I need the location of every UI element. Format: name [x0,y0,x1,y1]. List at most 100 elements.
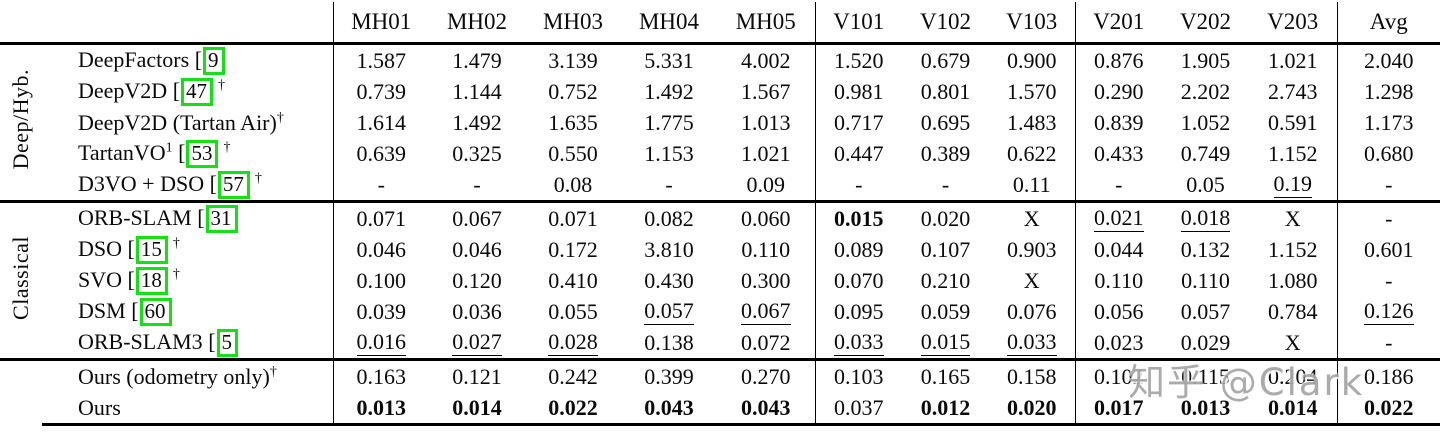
col-header-mh05: MH05 [717,2,815,45]
cell-v201: 0.056 [1074,296,1162,327]
citation-link[interactable]: 18 [135,266,168,295]
cell-mh04: 0.430 [621,265,717,296]
method-name: ORB-SLAM [78,204,192,230]
cell-v203: 0.014 [1249,392,1337,426]
method-label: DeepFactors [9 [42,44,333,77]
cell-value: 0.015 [834,205,884,231]
cell-value: 1.635 [548,109,598,135]
cell-v202: 0.013 [1162,392,1249,426]
cell-v102: 0.695 [902,107,989,138]
cell-value: 0.022 [1364,394,1414,420]
citation-link[interactable]: 60 [139,297,172,326]
cell-v202: 0.132 [1162,234,1249,265]
cell-v101: 0.015 [814,200,902,234]
cell-mh04: 0.043 [621,392,717,426]
cell-value: - [1115,171,1123,197]
cell-value: 0.158 [1007,363,1057,389]
cell-avg: - [1336,169,1440,202]
citation-link[interactable]: 15 [135,235,168,264]
cell-mh01: 0.071 [332,200,429,234]
method-name: SVO [78,266,123,292]
citation-link[interactable]: 5 [216,328,239,357]
cell-value: 1.587 [356,47,407,73]
cell-v203: 0.19 [1249,169,1337,202]
cell-value: 0.120 [452,267,502,293]
cell-value: 0.046 [452,236,502,262]
method-name: D3VO + DSO [78,170,205,196]
cell-value: 0.013 [356,394,407,420]
cell-value: 0.121 [452,363,502,389]
cell-value: 0.027 [452,330,502,357]
cell-v102: 0.012 [902,392,989,426]
citation-link[interactable]: 53 [186,139,219,168]
cell-mh05: 0.072 [717,327,815,360]
cell-v101: 0.717 [814,107,902,138]
cell-avg: 0.022 [1336,392,1440,426]
cell-v102: 0.801 [902,76,989,107]
cell-value: 0.389 [920,140,971,166]
cell-value: 0.110 [741,236,791,262]
cell-mh03: 0.410 [525,265,621,296]
cell-value: X [1023,267,1040,293]
cell-v103: X [989,200,1075,234]
cell-value: 0.095 [834,298,884,324]
cell-mh05: 0.270 [717,358,815,392]
table-row: SVO [18 † 0.100 0.120 0.410 0.430 0.300 0.070 0.… [0,265,1440,296]
group-label-text: Classical [8,235,33,320]
table-row: Classical ORB-SLAM [31 0.071 0.067 0.071 0.08… [0,200,1440,360]
cell-v203: 0.784 [1249,296,1337,327]
cell-mh01: 1.587 [332,43,429,76]
cell-value: 0.020 [920,205,971,231]
cell-v203: 1.152 [1249,234,1337,265]
table-row: TartanVO1 [53 † 0.639 0.325 0.550 1.153 1.021 0… [0,138,1440,169]
cell-v101: 0.095 [814,296,902,327]
citation-link[interactable]: 57 [217,170,250,199]
cell-mh03: 3.139 [525,44,621,77]
citation-link[interactable]: 47 [181,77,214,106]
cell-value: 0.138 [644,329,694,355]
cell-value: 1.520 [834,47,884,73]
cell-value: 1.021 [741,140,791,166]
cell-value: 0.055 [548,298,598,324]
cell-mh04: 5.331 [621,44,717,77]
cell-avg: - [1336,327,1440,360]
cell-v203: 1.152 [1249,138,1337,169]
cell-v203: X [1249,200,1337,234]
cell-value: 0.981 [834,78,884,104]
cell-value: 1.013 [741,109,791,135]
cell-value: 1.567 [741,78,791,104]
method-name: DSM [78,297,126,323]
col-header-mh01: MH01 [332,2,429,45]
cell-v201: 0.023 [1074,327,1162,360]
cell-mh01: 0.163 [332,358,429,392]
cell-value: X [1284,329,1301,355]
cell-mh02: 0.036 [429,296,525,327]
cell-value: 0.132 [1180,236,1231,262]
cell-value: - [941,171,950,197]
cell-mh05: 0.060 [717,200,815,234]
cell-v103: 0.076 [989,296,1075,327]
cell-v201: 0.021 [1074,200,1162,234]
cell-value: 0.072 [741,329,791,355]
cell-value: 0.210 [920,267,971,293]
dagger-mark: † [254,171,262,187]
cell-value: 0.110 [1094,267,1144,293]
col-header-v102: V102 [902,2,989,45]
cell-v102: 0.389 [902,138,989,169]
dagger-mark: † [269,364,277,380]
cell-value: 0.126 [1364,299,1414,326]
cell-value: 1.152 [1268,236,1318,262]
cell-value: 1.483 [1007,109,1057,135]
cell-value: 0.242 [548,363,598,389]
cell-value: 0.037 [834,394,884,420]
cell-value: - [855,171,863,197]
citation-link[interactable]: 9 [203,46,225,75]
citation-link[interactable]: 31 [205,204,238,233]
cell-v101: 0.033 [814,327,902,360]
cell-value: X [1284,205,1301,231]
cell-mh01: 0.739 [332,76,429,107]
cell-value: 0.018 [1180,206,1231,233]
cell-v102: 0.059 [902,296,989,327]
cell-mh02: 0.027 [429,327,525,360]
